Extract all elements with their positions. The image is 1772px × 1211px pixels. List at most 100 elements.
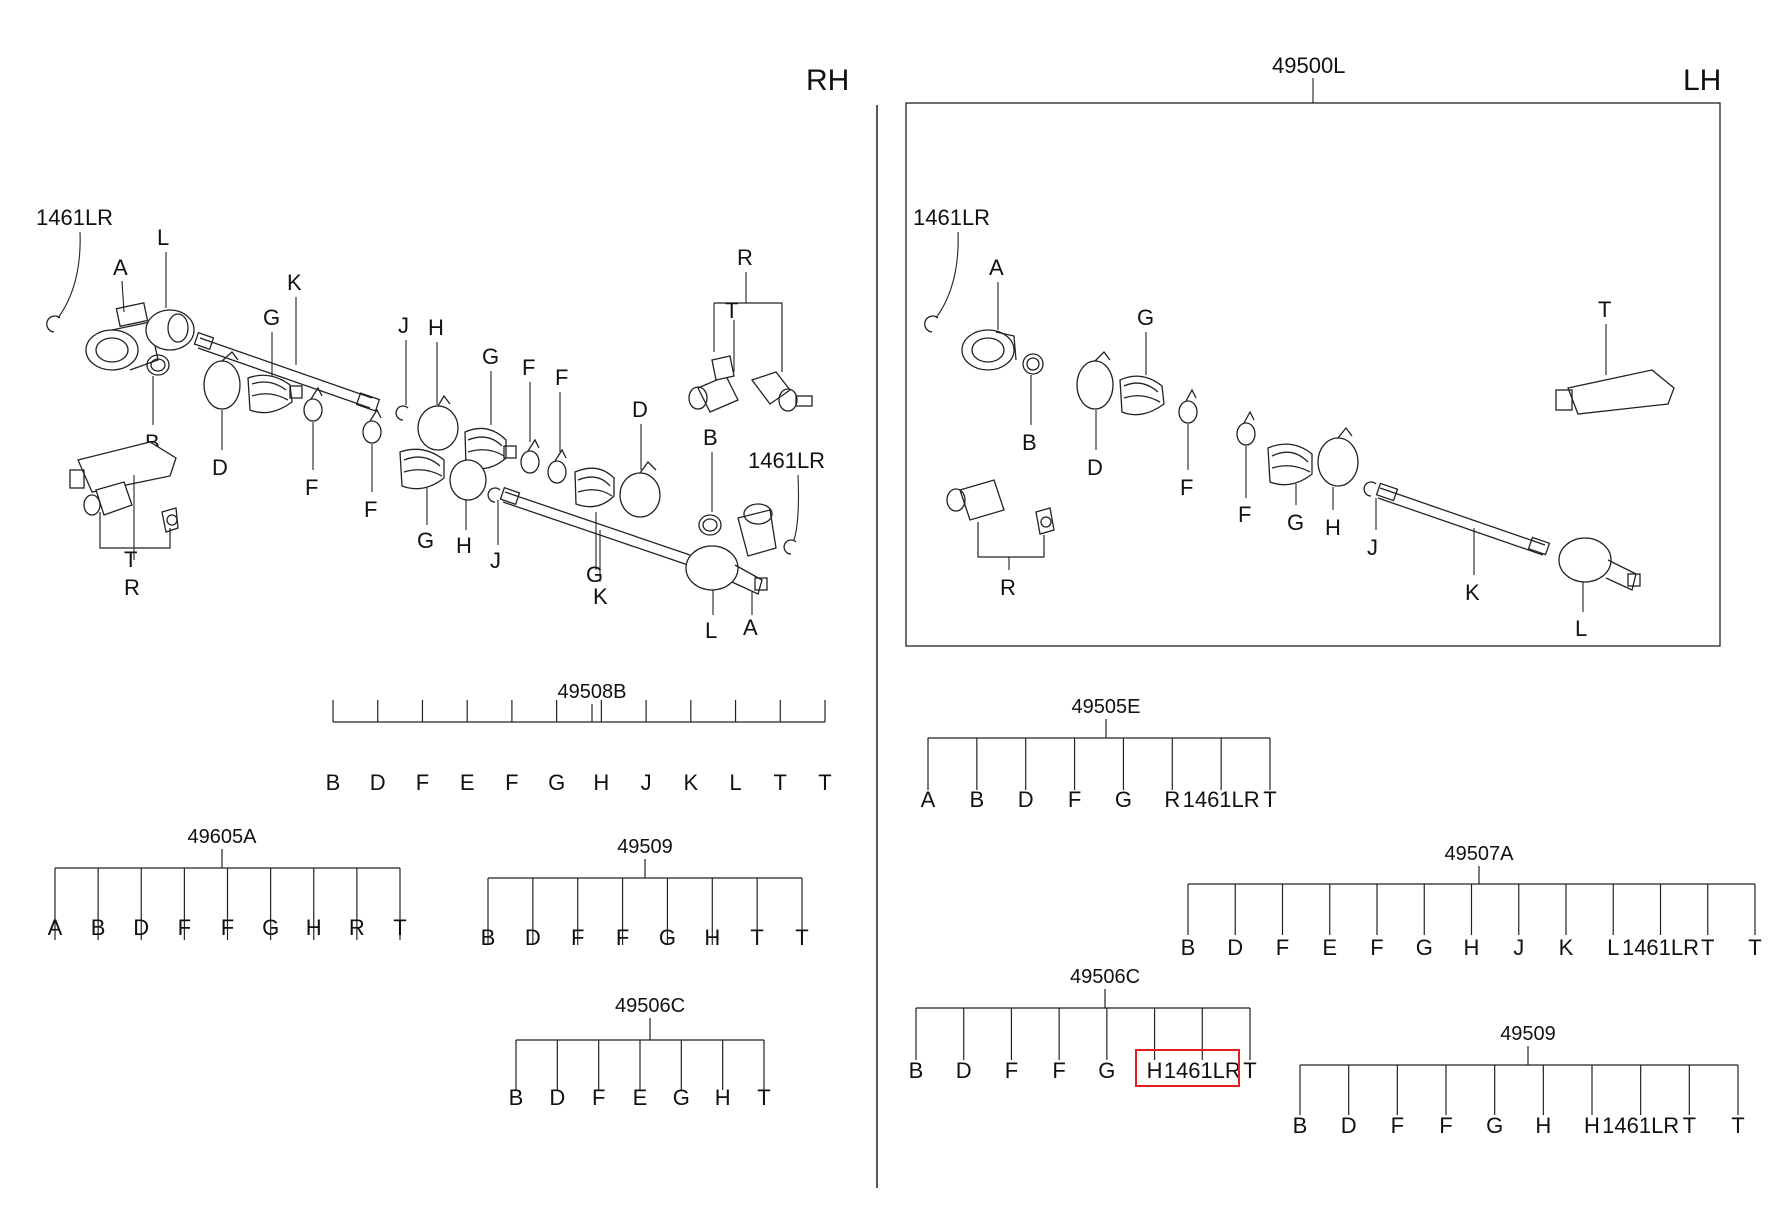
- kit-item-label: L: [1607, 935, 1619, 960]
- kit-item-label: H: [1147, 1058, 1163, 1083]
- rh-label-f2: F: [364, 497, 377, 522]
- rh-label-d2: D: [632, 397, 648, 422]
- outer-cv-joint-icon: [85, 321, 159, 371]
- rh-label-r2: R: [737, 245, 753, 270]
- kit-code: 49508B: [558, 681, 627, 703]
- rh-label-h2: H: [456, 533, 472, 558]
- lh-assembly-box: [905, 102, 1721, 647]
- rh-label-r: R: [124, 575, 140, 600]
- grease-tube-icon: [69, 441, 177, 493]
- kit-item-label: D: [133, 915, 149, 940]
- rh-label-k2: K: [593, 584, 608, 609]
- kit-item-label: J: [641, 770, 652, 795]
- kit-item-label: D: [956, 1058, 972, 1083]
- kit-tree: 49506C B D F F G H 1461LR T: [909, 966, 1257, 1083]
- kit-item-label: H: [704, 925, 720, 950]
- rh-label-b2: B: [703, 425, 718, 450]
- boot-icon: [574, 467, 615, 508]
- kit-tree: 49505E A B D F G R 1461LR T: [921, 696, 1277, 812]
- kit-trees: 49508B B D F E F G H J K L T T 49605A A B D F F G H R T 49509 B D…: [48, 681, 1762, 1138]
- lh-label-t: T: [1598, 297, 1611, 322]
- lh-label-r: R: [1000, 575, 1016, 600]
- kit-code: 49506C: [1070, 966, 1140, 988]
- outer-cv-joint-icon: [1558, 537, 1641, 591]
- kit-item-label: D: [1227, 935, 1243, 960]
- rh-label-f3: F: [522, 355, 535, 380]
- tripod-joint-icon: [946, 479, 1055, 535]
- kit-item-label: T: [757, 1085, 770, 1110]
- rh-label-j2: J: [490, 548, 501, 573]
- kit-item-label: A: [48, 915, 63, 940]
- tripod-joint-icon: [688, 355, 813, 413]
- kit-item-label: T: [818, 770, 831, 795]
- kit-code: 49505E: [1072, 696, 1141, 718]
- circlip-icon: [1363, 481, 1377, 497]
- kit-item-label: H: [1535, 1113, 1551, 1138]
- rh-label-f4: F: [555, 365, 568, 390]
- kit-item-label: T: [1263, 787, 1276, 812]
- kit-item-label: G: [1098, 1058, 1115, 1083]
- kit-item-label: D: [1341, 1113, 1357, 1138]
- lh-label-a: A: [989, 255, 1004, 280]
- kit-item-label: B: [1293, 1113, 1308, 1138]
- rh-exploded-view: 1461LR A L B K G: [36, 205, 825, 643]
- rh-label-t2: T: [725, 298, 738, 323]
- boot-icon: [247, 374, 303, 414]
- kit-item-label: F: [1052, 1058, 1065, 1083]
- kit-item-label: T: [750, 925, 763, 950]
- kit-code: 49509: [1500, 1023, 1556, 1045]
- rh-label-g4: G: [586, 562, 603, 587]
- kit-item-label: B: [909, 1058, 924, 1083]
- lh-label-f1: F: [1180, 475, 1193, 500]
- kit-item-label: E: [460, 770, 475, 795]
- kit-item-label: R: [1164, 787, 1180, 812]
- kit-item-label: F: [1391, 1113, 1404, 1138]
- kit-item-label: H: [593, 770, 609, 795]
- rh-side-label: RH: [806, 64, 849, 97]
- clamp-band-icon: [449, 459, 487, 501]
- kit-item-label: F: [1005, 1058, 1018, 1083]
- kit-item-label: T: [1731, 1113, 1744, 1138]
- kit-item-label: A: [921, 787, 936, 812]
- lh-label-l: L: [1575, 616, 1587, 641]
- rh-label-l: L: [157, 225, 169, 250]
- kit-item-label: E: [1322, 935, 1337, 960]
- lh-label-g: G: [1137, 305, 1154, 330]
- lh-label-g2: G: [1287, 510, 1304, 535]
- kit-item-label: T: [1701, 935, 1714, 960]
- kit-item-label: B: [1181, 935, 1196, 960]
- rh-label-k: K: [287, 270, 302, 295]
- kit-item-label: F: [505, 770, 518, 795]
- kit-item-label: D: [370, 770, 386, 795]
- rh-label-d: D: [212, 455, 228, 480]
- kit-tree: 49509 B D F F G H T T: [481, 836, 809, 950]
- rh-label-1461lr-a: 1461LR: [36, 205, 113, 230]
- circlip-icon: [46, 315, 61, 333]
- kit-item-label: H: [1464, 935, 1480, 960]
- lh-exploded-view: 1461LR A B D G F: [913, 205, 1675, 641]
- kit-item-label: L: [729, 770, 741, 795]
- kit-item-label: T: [774, 770, 787, 795]
- kit-code: 49506C: [615, 995, 685, 1017]
- ring-icon: [698, 514, 722, 536]
- circlip-icon: [924, 315, 939, 333]
- kit-item-label: K: [1559, 935, 1574, 960]
- rh-label-f1: F: [305, 475, 318, 500]
- kit-item-label: G: [262, 915, 279, 940]
- clamp-band-icon: [619, 461, 661, 518]
- kit-code: 49605A: [188, 826, 258, 848]
- kit-item-label: F: [1370, 935, 1383, 960]
- grease-tube-icon: [1555, 369, 1675, 415]
- kit-item-label: G: [659, 925, 676, 950]
- boot-icon: [1119, 375, 1165, 416]
- clip-icon: [1236, 410, 1256, 446]
- lh-label-d: D: [1087, 455, 1103, 480]
- kit-item-label: G: [548, 770, 565, 795]
- clamp-band-icon: [1076, 351, 1114, 410]
- kit-item-label: G: [673, 1085, 690, 1110]
- lh-label-k: K: [1465, 580, 1480, 605]
- inner-housing-icon: [115, 302, 195, 351]
- kit-item-label: B: [481, 925, 496, 950]
